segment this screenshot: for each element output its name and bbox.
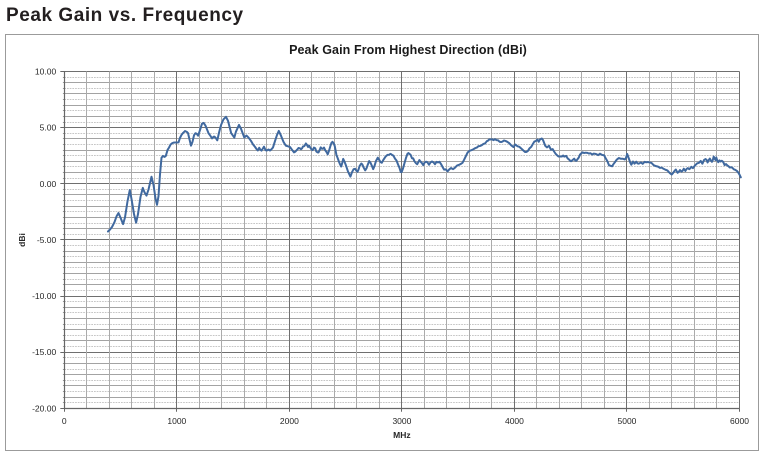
svg-text:5.00: 5.00 [40,123,57,133]
svg-text:4000: 4000 [505,416,524,426]
svg-text:dBi: dBi [17,233,27,247]
svg-text:0.00: 0.00 [40,179,57,189]
svg-text:-5.00: -5.00 [37,235,57,245]
svg-text:-20.00: -20.00 [32,403,56,413]
svg-text:6000: 6000 [730,416,749,426]
svg-text:1000: 1000 [167,416,186,426]
svg-text:10.00: 10.00 [35,67,57,77]
svg-text:Peak Gain From Highest Directi: Peak Gain From Highest Direction (dBi) [289,43,527,57]
svg-text:-15.00: -15.00 [32,347,56,357]
svg-text:0: 0 [62,416,67,426]
svg-text:3000: 3000 [392,416,411,426]
svg-text:2000: 2000 [280,416,299,426]
svg-text:-10.00: -10.00 [32,291,56,301]
svg-text:5000: 5000 [618,416,637,426]
svg-text:MHz: MHz [393,430,410,440]
